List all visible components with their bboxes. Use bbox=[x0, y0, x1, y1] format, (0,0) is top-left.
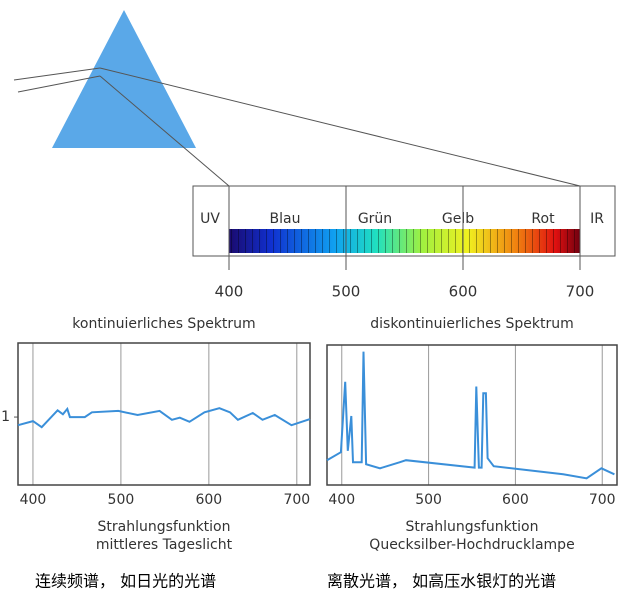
spectrum-label: Grün bbox=[358, 211, 392, 227]
prism bbox=[52, 10, 196, 148]
x-axis-label: Strahlungsfunktion bbox=[406, 519, 539, 535]
x-axis-label: mittleres Tageslicht bbox=[96, 537, 233, 553]
data-line bbox=[326, 351, 615, 480]
spectrum-box bbox=[192, 185, 616, 257]
x-axis-label: Quecksilber-Hochdrucklampe bbox=[369, 537, 574, 553]
ray bbox=[17, 75, 101, 93]
spectrum-tick-label: 700 bbox=[566, 283, 595, 301]
caption: 离散光谱， 如高压水银灯的光谱 bbox=[327, 572, 556, 591]
spectrum-label: Rot bbox=[531, 211, 555, 227]
ray bbox=[13, 67, 101, 81]
x-tick-label: 700 bbox=[283, 492, 310, 508]
x-tick-label: 700 bbox=[589, 492, 616, 508]
spectrum-stripes bbox=[229, 229, 580, 253]
x-tick-label: 600 bbox=[502, 492, 529, 508]
x-axis-label: Strahlungsfunktion bbox=[98, 519, 231, 535]
chart-title: kontinuierliches Spektrum bbox=[72, 316, 255, 332]
plot-frame bbox=[17, 342, 311, 486]
spectrum-label: UV bbox=[200, 211, 220, 227]
x-tick-label: 600 bbox=[195, 492, 222, 508]
spectrum-tick-label: 500 bbox=[332, 283, 361, 301]
x-tick-label: 500 bbox=[415, 492, 442, 508]
x-tick-label: 400 bbox=[328, 492, 355, 508]
y-tick-label: 1 bbox=[1, 409, 10, 425]
plot-frame bbox=[326, 344, 618, 486]
spectrum-tick-label: 600 bbox=[449, 283, 478, 301]
ray bbox=[99, 67, 581, 187]
spectrum-label: Gelb bbox=[442, 211, 474, 227]
spectrum-tick-label: 400 bbox=[215, 283, 244, 301]
chart-title: diskontinuierliches Spektrum bbox=[370, 316, 573, 332]
ray bbox=[99, 75, 230, 187]
caption: 连续频谱， 如日光的光谱 bbox=[35, 572, 216, 591]
x-tick-label: 500 bbox=[108, 492, 135, 508]
spectrum-label: Blau bbox=[270, 211, 301, 227]
x-tick-label: 400 bbox=[20, 492, 47, 508]
spectrum-label: IR bbox=[590, 211, 604, 227]
data-line bbox=[17, 406, 311, 429]
